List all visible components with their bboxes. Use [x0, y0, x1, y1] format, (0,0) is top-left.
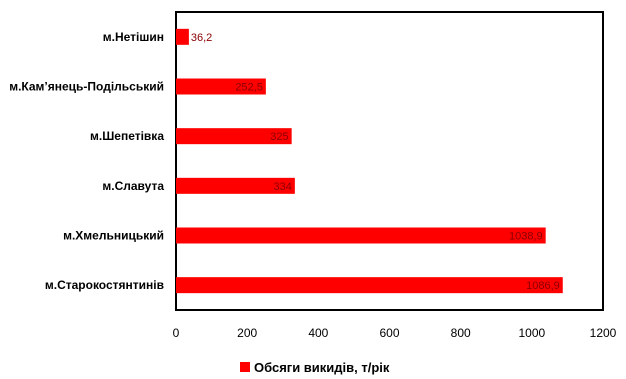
category-label: м.Кам’янець-Подільський: [9, 80, 164, 94]
x-axis-ticks: 0 200 400 600 800 1000 1200: [173, 326, 617, 340]
x-tick-label: 200: [237, 326, 257, 340]
data-label: 36,2: [191, 32, 212, 44]
x-tick-label: 1200: [590, 326, 617, 340]
x-tick-label: 1000: [518, 326, 545, 340]
x-tick-label: 400: [308, 326, 328, 340]
data-label: 334: [273, 181, 291, 193]
category-label: м.Шепетівка: [90, 129, 164, 143]
legend-label: Обсяги викидів, т/рік: [254, 360, 390, 375]
data-label: 1086,9: [526, 280, 560, 292]
x-tick-label: 800: [451, 326, 471, 340]
category-labels: м.Нетішин м.Кам’янець-Подільський м.Шепеті…: [9, 30, 164, 292]
bar: [176, 177, 295, 194]
x-tick-label: 600: [379, 326, 399, 340]
x-tick-label: 0: [173, 326, 180, 340]
category-label: м.Славута: [102, 179, 164, 193]
bar: [176, 277, 563, 294]
category-label: м.Нетішин: [103, 30, 164, 44]
plot-frame: [175, 11, 604, 311]
data-label: 252,5: [235, 82, 263, 94]
bar: [176, 28, 189, 45]
category-label: м.Старокостянтинів: [45, 278, 164, 292]
bars-group: [176, 28, 563, 294]
legend-swatch: [240, 362, 250, 372]
category-label: м.Хмельницький: [63, 229, 164, 243]
bar: [176, 227, 546, 244]
legend: Обсяги викидів, т/рік: [240, 360, 390, 375]
bar: [176, 78, 266, 95]
data-label: 325: [270, 131, 288, 143]
bar: [176, 128, 292, 145]
data-labels: 36,2 252,5 325 334 1038,9 1086,9: [191, 32, 560, 292]
data-label: 1038,9: [509, 231, 543, 243]
